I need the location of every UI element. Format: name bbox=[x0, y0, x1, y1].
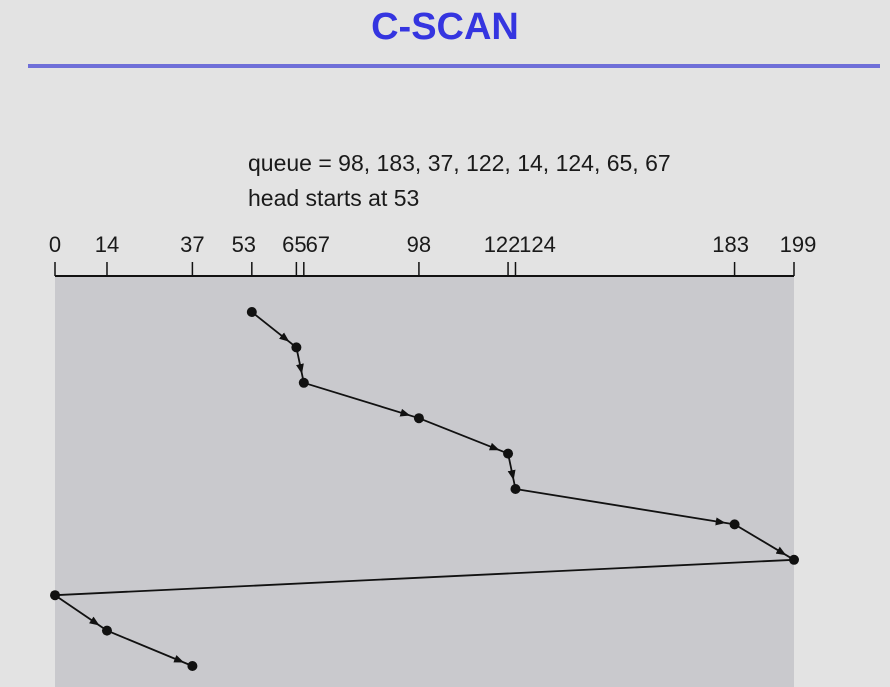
request-point bbox=[503, 448, 514, 459]
request-point bbox=[413, 413, 424, 424]
tick-label: 98 bbox=[407, 232, 431, 257]
request-point bbox=[246, 307, 257, 317]
request-point bbox=[510, 484, 521, 494]
arrowhead-icon bbox=[279, 332, 290, 342]
queue-text: queue = 98, 183, 37, 122, 14, 124, 65, 6… bbox=[248, 150, 671, 176]
head-start-text: head starts at 53 bbox=[248, 185, 420, 211]
tick-label: 199 bbox=[780, 232, 817, 257]
head-movement-segment bbox=[515, 488, 735, 526]
head-movement-segment bbox=[54, 558, 795, 597]
arrowhead-icon bbox=[775, 546, 787, 556]
tick-label: 65 bbox=[282, 232, 306, 257]
request-point bbox=[50, 590, 60, 601]
arrowhead-icon bbox=[295, 363, 304, 374]
request-point bbox=[291, 342, 302, 353]
tick-label: 14 bbox=[95, 232, 119, 257]
tick-label: 124 bbox=[519, 232, 556, 257]
tick-label: 67 bbox=[306, 232, 330, 257]
request-point bbox=[789, 554, 799, 565]
request-point bbox=[729, 519, 740, 530]
page-title: C-SCAN bbox=[371, 6, 519, 48]
arrowhead-icon bbox=[173, 655, 185, 663]
title-underline bbox=[28, 64, 880, 68]
tick-label: 53 bbox=[232, 232, 256, 257]
arrowhead-icon bbox=[488, 442, 500, 451]
diagram-panel bbox=[55, 276, 794, 687]
tick-label: 122 bbox=[484, 232, 521, 257]
tick-label: 183 bbox=[712, 232, 749, 257]
request-point bbox=[187, 661, 198, 671]
request-point bbox=[298, 377, 309, 388]
arrowhead-icon bbox=[507, 469, 516, 481]
arrowhead-icon bbox=[714, 517, 726, 526]
request-point bbox=[101, 625, 112, 636]
tick-label: 37 bbox=[180, 232, 204, 257]
tick-label: 0 bbox=[49, 232, 61, 257]
arrowhead-icon bbox=[89, 616, 100, 626]
arrowhead-icon bbox=[399, 408, 411, 417]
